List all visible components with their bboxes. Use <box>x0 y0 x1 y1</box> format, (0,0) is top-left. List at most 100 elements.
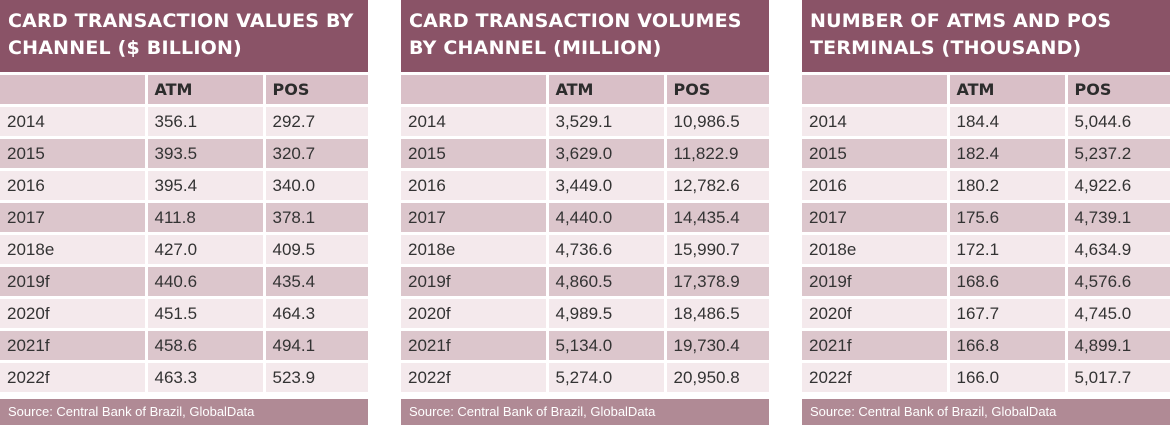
atm-cell: 3,529.1 <box>547 105 667 139</box>
year-cell: 2022f <box>802 361 950 395</box>
table-row: 2020f 167.7 4,745.0 <box>802 297 1170 331</box>
pos-cell: 435.4 <box>264 265 368 299</box>
atm-cell: 3,629.0 <box>547 137 667 171</box>
year-cell: 2018e <box>802 233 950 267</box>
header-atm: ATM <box>146 75 266 107</box>
atm-cell: 440.6 <box>146 265 266 299</box>
table-row: 2018e 172.1 4,634.9 <box>802 233 1170 267</box>
atm-cell: 395.4 <box>146 169 266 203</box>
atm-cell: 167.7 <box>948 297 1068 331</box>
year-cell: 2019f <box>0 265 148 299</box>
year-cell: 2022f <box>0 361 148 395</box>
source-note: Source: Central Bank of Brazil, GlobalDa… <box>0 399 368 425</box>
table-row: 2022f 166.0 5,017.7 <box>802 361 1170 395</box>
pos-cell: 409.5 <box>264 233 368 267</box>
pos-cell: 494.1 <box>264 329 368 363</box>
atm-cell: 166.0 <box>948 361 1068 395</box>
table-row: 2022f 5,274.0 20,950.8 <box>401 361 769 395</box>
data-table: ATM POS 2014 184.4 5,044.6 2015 182.4 5,237.2 20… <box>802 75 1170 395</box>
table-row: 2018e 4,736.6 15,990.7 <box>401 233 769 267</box>
header-row: ATM POS <box>401 75 769 107</box>
atm-cell: 168.6 <box>948 265 1068 299</box>
pos-cell: 4,745.0 <box>1066 297 1170 331</box>
atm-cell: 175.6 <box>948 201 1068 235</box>
pos-cell: 20,950.8 <box>665 361 769 395</box>
year-cell: 2020f <box>802 297 950 331</box>
year-cell: 2014 <box>401 105 549 139</box>
year-cell: 2015 <box>802 137 950 171</box>
pos-cell: 12,782.6 <box>665 169 769 203</box>
table-row: 2021f 5,134.0 19,730.4 <box>401 329 769 363</box>
atm-cell: 463.3 <box>146 361 266 395</box>
atm-cell: 3,449.0 <box>547 169 667 203</box>
table-row: 2014 184.4 5,044.6 <box>802 105 1170 139</box>
table-row: 2014 356.1 292.7 <box>0 105 368 139</box>
table-title: Card transaction values by channel ($ bi… <box>0 0 368 72</box>
table-row: 2020f 451.5 464.3 <box>0 297 368 331</box>
data-table: ATM POS 2014 356.1 292.7 2015 393.5 320.7 2016 39… <box>0 75 368 395</box>
atm-cell: 5,134.0 <box>547 329 667 363</box>
year-cell: 2017 <box>401 201 549 235</box>
atm-cell: 451.5 <box>146 297 266 331</box>
header-year-cell <box>401 75 549 107</box>
table-row: 2021f 458.6 494.1 <box>0 329 368 363</box>
atm-cell: 4,989.5 <box>547 297 667 331</box>
pos-cell: 340.0 <box>264 169 368 203</box>
pos-cell: 10,986.5 <box>665 105 769 139</box>
table-row: 2022f 463.3 523.9 <box>0 361 368 395</box>
table-row: 2018e 427.0 409.5 <box>0 233 368 267</box>
year-cell: 2021f <box>0 329 148 363</box>
year-cell: 2021f <box>802 329 950 363</box>
table-panel: Card transaction values by channel ($ bi… <box>0 0 368 425</box>
table-row: 2019f 168.6 4,576.6 <box>802 265 1170 299</box>
year-cell: 2017 <box>802 201 950 235</box>
atm-cell: 172.1 <box>948 233 1068 267</box>
year-cell: 2015 <box>401 137 549 171</box>
header-atm: ATM <box>948 75 1068 107</box>
atm-cell: 166.8 <box>948 329 1068 363</box>
year-cell: 2016 <box>0 169 148 203</box>
header-atm: ATM <box>547 75 667 107</box>
table-row: 2015 3,629.0 11,822.9 <box>401 137 769 171</box>
table-row: 2016 3,449.0 12,782.6 <box>401 169 769 203</box>
table-row: 2017 411.8 378.1 <box>0 201 368 235</box>
header-pos: POS <box>1066 75 1170 107</box>
table-row: 2019f 440.6 435.4 <box>0 265 368 299</box>
header-pos: POS <box>264 75 368 107</box>
atm-cell: 4,440.0 <box>547 201 667 235</box>
atm-cell: 4,860.5 <box>547 265 667 299</box>
year-cell: 2021f <box>401 329 549 363</box>
year-cell: 2014 <box>0 105 148 139</box>
pos-cell: 15,990.7 <box>665 233 769 267</box>
atm-cell: 184.4 <box>948 105 1068 139</box>
pos-cell: 464.3 <box>264 297 368 331</box>
pos-cell: 378.1 <box>264 201 368 235</box>
table-title: Card transaction volumes by channel (mil… <box>401 0 769 72</box>
atm-cell: 180.2 <box>948 169 1068 203</box>
year-cell: 2019f <box>802 265 950 299</box>
atm-cell: 5,274.0 <box>547 361 667 395</box>
table-row: 2020f 4,989.5 18,486.5 <box>401 297 769 331</box>
pos-cell: 17,378.9 <box>665 265 769 299</box>
header-pos: POS <box>665 75 769 107</box>
pos-cell: 19,730.4 <box>665 329 769 363</box>
year-cell: 2016 <box>802 169 950 203</box>
pos-cell: 18,486.5 <box>665 297 769 331</box>
data-table: ATM POS 2014 3,529.1 10,986.5 2015 3,629.0 11,8… <box>401 75 769 395</box>
pos-cell: 5,237.2 <box>1066 137 1170 171</box>
pos-cell: 11,822.9 <box>665 137 769 171</box>
pos-cell: 5,017.7 <box>1066 361 1170 395</box>
pos-cell: 4,922.6 <box>1066 169 1170 203</box>
source-note: Source: Central Bank of Brazil, GlobalDa… <box>802 399 1170 425</box>
table-title: Number of ATMs and POS terminals (thousa… <box>802 0 1170 72</box>
year-cell: 2017 <box>0 201 148 235</box>
year-cell: 2015 <box>0 137 148 171</box>
year-cell: 2022f <box>401 361 549 395</box>
table-row: 2017 175.6 4,739.1 <box>802 201 1170 235</box>
year-cell: 2019f <box>401 265 549 299</box>
table-row: 2015 393.5 320.7 <box>0 137 368 171</box>
source-note: Source: Central Bank of Brazil, GlobalDa… <box>401 399 769 425</box>
pos-cell: 523.9 <box>264 361 368 395</box>
pos-cell: 4,739.1 <box>1066 201 1170 235</box>
header-year-cell <box>802 75 950 107</box>
